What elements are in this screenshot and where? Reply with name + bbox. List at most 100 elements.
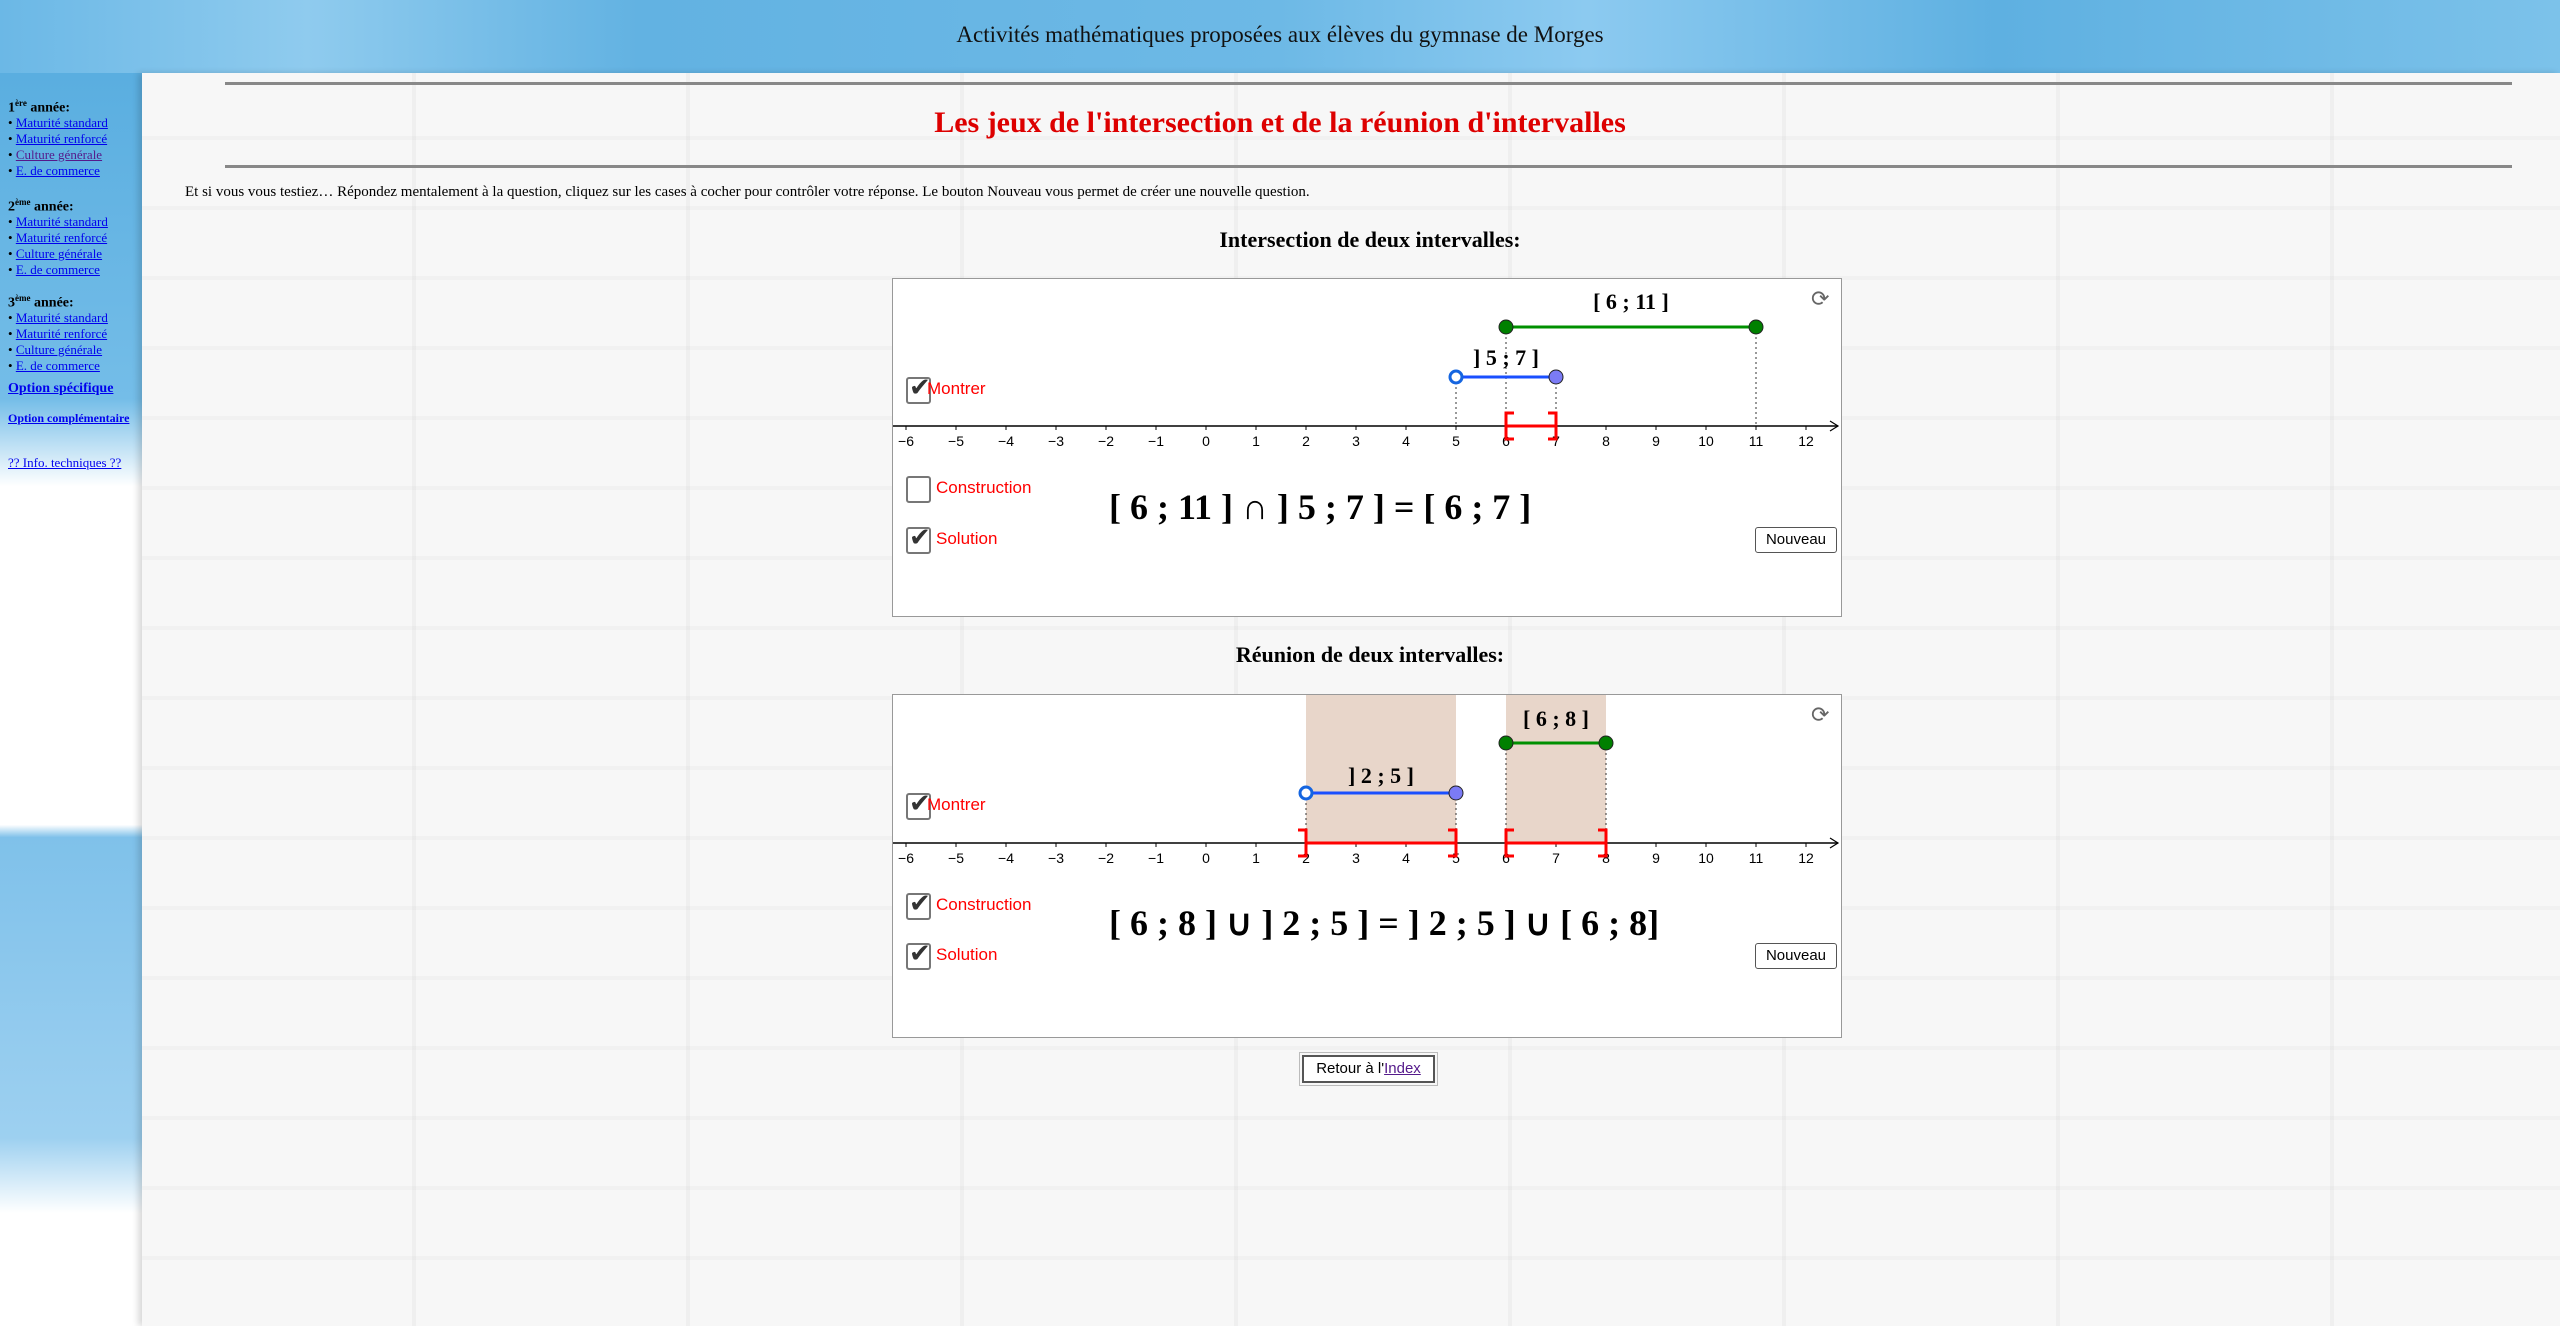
year-label: année: bbox=[30, 295, 74, 311]
number-line-graphic: −6 −5 −4 −3 −2 −1 0 1 2 3 4 5 6 7 8 9 10 11 12[ 6 ; 8 ]] 2… bbox=[893, 695, 1840, 866]
checkmark-icon: ✔ bbox=[909, 523, 931, 553]
axis-tick-label: −1 bbox=[1148, 433, 1164, 449]
sidebar-link[interactable]: Maturité renforcé bbox=[15, 230, 108, 245]
sidebar-link[interactable]: Maturité standard bbox=[15, 214, 108, 229]
axis-tick-label: −2 bbox=[1098, 850, 1114, 866]
closed-endpoint[interactable] bbox=[1498, 735, 1514, 751]
title-rule-top bbox=[225, 82, 2512, 85]
axis-arrow bbox=[1829, 837, 1840, 849]
number-line-graphic: −6 −5 −4 −3 −2 −1 0 1 2 3 4 5 6 7 8 9 10 11 12[ 6 ; 11 ]] … bbox=[893, 289, 1840, 449]
axis-tick-label: 6 bbox=[1502, 850, 1510, 866]
sidebar-link[interactable]: Maturité standard bbox=[15, 310, 108, 325]
axis-tick-label: 0 bbox=[1202, 433, 1210, 449]
sidebar-item: • Maturité renforcé bbox=[8, 131, 108, 146]
montrer-label: Montrer bbox=[927, 795, 986, 814]
result-expression: [ 6 ; 8 ] ∪ ] 2 ; 5 ] = ] 2 ; 5 ] ∪ [ 6 … bbox=[1109, 903, 1660, 943]
sidebar-item: • Maturité standard bbox=[8, 115, 108, 130]
year-number: 1 bbox=[8, 100, 15, 116]
axis-tick-label: −5 bbox=[948, 850, 964, 866]
year-label: année: bbox=[26, 100, 70, 116]
axis-tick-label: 11 bbox=[1749, 850, 1764, 866]
axis-tick-label: 4 bbox=[1402, 433, 1410, 449]
montrer-label: Montrer bbox=[927, 379, 986, 398]
axis-tick-label: 2 bbox=[1302, 433, 1310, 449]
sidebar-item: • E. de commerce bbox=[8, 262, 100, 277]
sidebar-link[interactable]: E. de commerce bbox=[15, 358, 100, 373]
solution-checkbox[interactable]: ✔ bbox=[906, 523, 931, 554]
axis-tick-label: 2 bbox=[1302, 850, 1310, 866]
checkmark-icon: ✔ bbox=[909, 789, 931, 819]
intersection-applet[interactable]: −6 −5 −4 −3 −2 −1 0 1 2 3 4 5 6 7 8 9 10 11 12[ 6 ; 11 ]] … bbox=[892, 278, 1842, 617]
axis-tick-label: 0 bbox=[1202, 850, 1210, 866]
axis-tick-label: 5 bbox=[1452, 850, 1460, 866]
axis-tick-label: −4 bbox=[998, 850, 1014, 866]
sidebar-item: • Culture générale bbox=[8, 342, 103, 357]
closed-endpoint[interactable] bbox=[1498, 319, 1514, 335]
open-endpoint[interactable] bbox=[1448, 369, 1464, 385]
axis-tick-label: 12 bbox=[1798, 850, 1814, 866]
reset-icon[interactable]: ⟳ bbox=[1811, 703, 1830, 728]
axis-tick-label: 3 bbox=[1352, 433, 1360, 449]
montrer-checkbox[interactable]: ✔ bbox=[906, 789, 931, 820]
sidebar-item: • Maturité renforcé bbox=[8, 230, 108, 245]
sidebar-link[interactable]: Culture générale bbox=[15, 147, 103, 162]
option-specifique-link[interactable]: Option spécifique bbox=[8, 381, 114, 396]
open-endpoint[interactable] bbox=[1298, 785, 1314, 801]
sidebar-link[interactable]: Maturité renforcé bbox=[15, 131, 108, 146]
shaded-region bbox=[1306, 695, 1456, 843]
sidebar-link[interactable]: Maturité standard bbox=[15, 115, 108, 130]
axis-tick-label: 10 bbox=[1698, 433, 1714, 449]
axis-tick-label: −2 bbox=[1098, 433, 1114, 449]
result-bracket bbox=[1448, 828, 1458, 858]
construction-label: Construction bbox=[936, 478, 1032, 497]
axis-tick-label: 1 bbox=[1252, 850, 1260, 866]
sidebar-link[interactable]: Culture générale bbox=[15, 342, 103, 357]
axis-tick-label: −3 bbox=[1048, 850, 1064, 866]
site-title: Activités mathématiques proposées aux él… bbox=[956, 22, 1604, 47]
closed-endpoint[interactable] bbox=[1748, 319, 1764, 335]
solution-label: Solution bbox=[936, 945, 998, 964]
result-bracket bbox=[1504, 828, 1514, 858]
result-bracket bbox=[1504, 411, 1514, 441]
year-suffix: ère bbox=[15, 98, 27, 108]
checkmark-icon: ✔ bbox=[909, 889, 931, 919]
construction-checkbox[interactable]: ✔ bbox=[906, 889, 931, 920]
index-link[interactable]: Index bbox=[1384, 1060, 1421, 1077]
construction-checkbox[interactable] bbox=[906, 476, 931, 503]
year-number: 3 bbox=[8, 295, 15, 311]
closed-endpoint[interactable] bbox=[1548, 369, 1564, 385]
axis-tick-label: 3 bbox=[1352, 850, 1360, 866]
axis-tick-label: 12 bbox=[1798, 433, 1814, 449]
axis-arrow bbox=[1829, 420, 1840, 432]
sidebar-item: • Culture générale bbox=[8, 147, 103, 162]
solution-label: Solution bbox=[936, 529, 998, 548]
axis-tick-label: −3 bbox=[1048, 433, 1064, 449]
sidebar-link[interactable]: E. de commerce bbox=[15, 163, 100, 178]
page-title: Les jeux de l'intersection et de la réun… bbox=[934, 106, 1626, 139]
nouveau-button[interactable]: Nouveau bbox=[1755, 943, 1837, 969]
sidebar-link[interactable]: Maturité renforcé bbox=[15, 326, 108, 341]
reset-icon[interactable]: ⟳ bbox=[1811, 287, 1830, 312]
axis-tick-label: 8 bbox=[1602, 433, 1610, 449]
shaded-region bbox=[1506, 695, 1606, 843]
closed-endpoint[interactable] bbox=[1448, 785, 1464, 801]
solution-checkbox[interactable]: ✔ bbox=[906, 939, 931, 970]
axis-tick-label: 4 bbox=[1402, 850, 1410, 866]
nouveau-button[interactable]: Nouveau bbox=[1755, 527, 1837, 553]
axis-tick-label: 7 bbox=[1552, 433, 1560, 449]
sidebar-link[interactable]: Culture générale bbox=[15, 246, 103, 261]
montrer-checkbox[interactable]: ✔ bbox=[906, 373, 931, 404]
result-bracket bbox=[1598, 828, 1608, 858]
union-applet[interactable]: −6 −5 −4 −3 −2 −1 0 1 2 3 4 5 6 7 8 9 10 11 12[ 6 ; 8 ]] 2… bbox=[892, 694, 1842, 1038]
sidebar: 1ère année: • Maturité standard • Maturité… bbox=[0, 73, 142, 1326]
option-complementaire-link[interactable]: Option complémentaire bbox=[8, 411, 130, 425]
info-techniques-link[interactable]: ?? Info. techniques ?? bbox=[8, 455, 122, 470]
closed-endpoint[interactable] bbox=[1598, 735, 1614, 751]
sidebar-link[interactable]: E. de commerce bbox=[15, 262, 100, 277]
axis-tick-label: 9 bbox=[1652, 433, 1660, 449]
back-to-index-button[interactable]: Retour à l'Index bbox=[1299, 1052, 1438, 1086]
axis-tick-label: 11 bbox=[1749, 433, 1764, 449]
sidebar-item: • Culture générale bbox=[8, 246, 103, 261]
year-suffix: ème bbox=[15, 197, 31, 207]
axis-tick-label: −6 bbox=[898, 433, 914, 449]
